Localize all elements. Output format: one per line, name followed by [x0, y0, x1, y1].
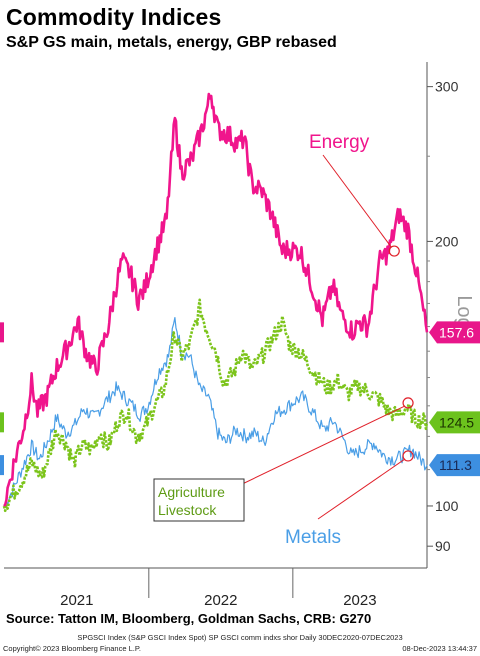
y-tick-label-100: 100 [435, 498, 459, 514]
value-tag-label-agriculture-livestock: 124.5 [439, 414, 474, 430]
series-line-agriculture-livestock [2, 298, 429, 513]
y-tick-label-200: 200 [435, 233, 459, 249]
agri-callout-line [235, 405, 406, 488]
value-tag-metals [429, 454, 480, 477]
agri-annotation-label-2: Livestock [158, 502, 217, 518]
y-axis-scale-label: Log [453, 295, 475, 328]
chart-subtitle: S&P GS main, metals, energy, GBP rebased [6, 34, 337, 51]
energy-callout-marker [388, 245, 400, 257]
value-tag-energy [429, 321, 480, 344]
agri-callout-marker [402, 397, 414, 409]
x-tick-label-2023: 2023 [343, 592, 376, 609]
value-tag-label-metals: 111.3 [439, 457, 472, 473]
metals-callout-marker [402, 450, 414, 462]
x-tick-label-2022: 2022 [204, 592, 237, 609]
left-marker-agriculture-livestock [0, 412, 4, 433]
agri-annotation-box [153, 478, 245, 522]
series-line-metals [3, 317, 428, 507]
energy-callout-line [322, 154, 392, 248]
y-tick-label-90: 90 [435, 538, 451, 554]
agri-annotation-label-1: Agriculture [158, 484, 225, 500]
metals-annotation-label: Metals [285, 527, 341, 548]
left-marker-metals [0, 455, 4, 476]
energy-annotation-label: Energy [309, 132, 370, 153]
left-marker-energy [0, 322, 4, 343]
timestamp: 08-Dec-2023 13:44:37 [402, 644, 477, 653]
chart-title: Commodity Indices [6, 4, 222, 30]
index-description: SPGSCI Index (S&P GSCI Index Spot) SP GS… [77, 633, 403, 642]
metals-callout-line [317, 458, 406, 520]
copyright-note: Copyright© 2023 Bloomberg Finance L.P. [3, 644, 141, 653]
source-note: Source: Tatton IM, Bloomberg, Goldman Sa… [6, 611, 372, 626]
series-line-energy [3, 92, 429, 507]
value-tag-agriculture-livestock [429, 411, 480, 434]
y-tick-label-300: 300 [435, 79, 459, 95]
x-tick-label-2021: 2021 [60, 592, 93, 609]
value-tag-label-energy: 157.6 [439, 324, 474, 340]
